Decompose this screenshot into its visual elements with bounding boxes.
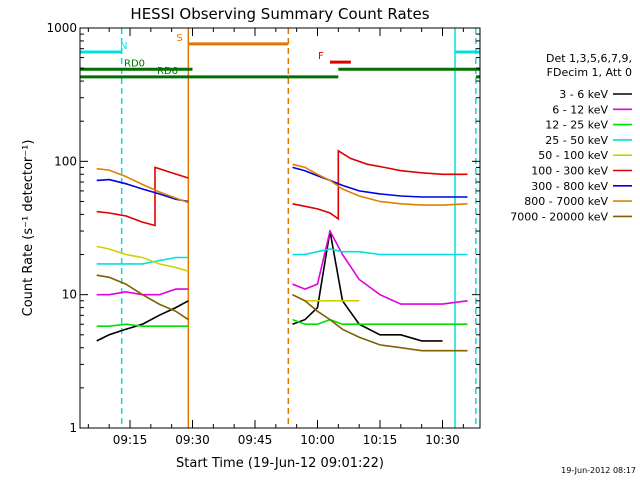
series-6-segment-1 xyxy=(96,166,189,227)
series-5-segment-1 xyxy=(96,245,189,272)
chart-title: HESSI Observing Summary Count Rates xyxy=(130,5,429,23)
flag-label-rd6: RD6 xyxy=(157,66,178,77)
x-tick-label-2: 09:30 xyxy=(175,433,210,447)
y-tick-label-4: 1000 xyxy=(46,21,77,35)
x-tick-label-5: 10:15 xyxy=(363,433,398,447)
x-tick-label-4: 10:00 xyxy=(300,433,335,447)
series-8-segment-2 xyxy=(292,163,468,206)
legend-header-line-2: FDecim 1, Att 0 xyxy=(547,66,632,79)
x-axis-label: Start Time (19-Jun-12 09:01:22) xyxy=(176,456,384,471)
legend-label-8: 800 - 7000 keV xyxy=(524,195,608,208)
footer-date: 19-Jun-2012 08:17 xyxy=(561,466,636,475)
x-tick-label-1: 09:15 xyxy=(113,433,148,447)
y-tick-label-3: 100 xyxy=(54,154,77,168)
y-tick-label-2: 10 xyxy=(62,288,77,302)
series-7-segment-1 xyxy=(96,178,189,203)
legend-label-4: 25 - 50 keV xyxy=(545,134,608,147)
plot-frame xyxy=(79,27,481,429)
legend-label-2: 6 - 12 keV xyxy=(552,103,608,116)
legend-label-9: 7000 - 20000 keV xyxy=(510,210,608,223)
flag-label-f: F xyxy=(318,51,324,62)
series-9-segment-1 xyxy=(96,274,189,321)
legend-label-6: 100 - 300 keV xyxy=(531,165,608,178)
series-1-segment-1 xyxy=(96,300,189,342)
flag-label-s: S xyxy=(176,33,182,44)
flag-label-n: N xyxy=(120,41,127,52)
legend-label-7: 300 - 800 keV xyxy=(531,180,608,193)
legend: Det 1,3,5,6,7,9, FDecim 1, Att 0 3 - 6 k… xyxy=(510,52,632,223)
legend-header-line-1: Det 1,3,5,6,7,9, xyxy=(546,52,632,65)
x-tick-label-6: 10:30 xyxy=(425,433,460,447)
series-3-segment-2 xyxy=(292,318,468,326)
series-6-segment-2 xyxy=(292,149,468,221)
legend-label-5: 50 - 100 keV xyxy=(538,149,608,162)
series-7-segment-2 xyxy=(292,166,468,198)
y-tick-label-1: 1 xyxy=(69,421,77,435)
legend-label-3: 12 - 25 keV xyxy=(545,119,608,132)
series-9-segment-2 xyxy=(292,293,468,352)
series-2-segment-2 xyxy=(292,228,468,305)
series-1-segment-2 xyxy=(292,230,443,342)
legend-label-1: 3 - 6 keV xyxy=(559,88,608,101)
series-4-segment-2 xyxy=(292,248,468,256)
series-3-segment-1 xyxy=(96,323,189,328)
x-tick-label-3: 09:45 xyxy=(238,433,273,447)
flag-label-rd0: RD0 xyxy=(124,58,145,69)
series-8-segment-1 xyxy=(96,167,189,204)
y-axis-label: Count Rate (s⁻¹ detector⁻¹) xyxy=(21,140,36,317)
series-4-segment-1 xyxy=(96,256,189,265)
